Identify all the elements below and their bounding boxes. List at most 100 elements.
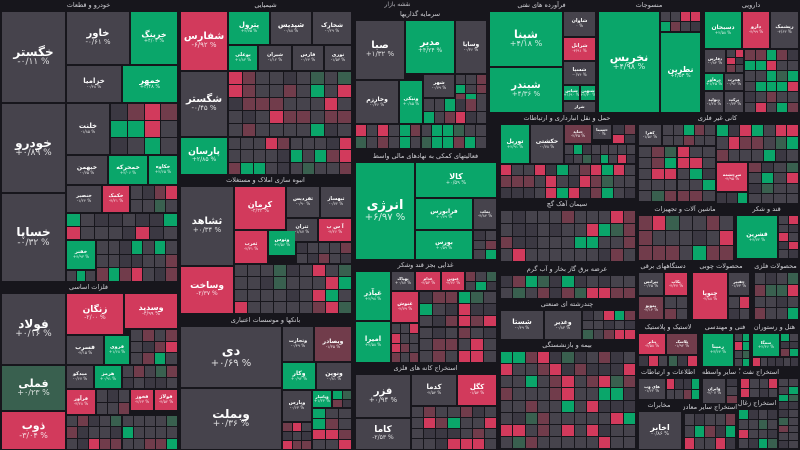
stock-tile[interactable] xyxy=(308,253,318,263)
stock-tile[interactable] xyxy=(775,149,787,161)
stock-tile[interactable] xyxy=(658,356,668,366)
stock-tile[interactable] xyxy=(311,124,324,136)
stock-tile[interactable] xyxy=(164,214,177,226)
stock-tile[interactable] xyxy=(471,339,484,351)
stock-tile[interactable] xyxy=(550,236,562,249)
stock-tile[interactable] xyxy=(623,412,635,424)
stock-tile[interactable] xyxy=(270,124,283,136)
stock-tile[interactable] xyxy=(740,137,752,149)
stock-tile[interactable] xyxy=(574,249,586,261)
stock-tile[interactable] xyxy=(127,104,144,120)
stock-tile[interactable] xyxy=(602,176,613,187)
stock-tile[interactable] xyxy=(777,284,787,296)
stock-tile[interactable] xyxy=(460,428,472,439)
stock-tile[interactable] xyxy=(739,308,749,319)
stock-tile[interactable] xyxy=(779,410,788,417)
stock-tile[interactable] xyxy=(739,419,748,429)
stock-tile[interactable] xyxy=(740,149,752,161)
stock-tile[interactable]: شتهین+۲/۳۰ % xyxy=(581,86,595,100)
stock-tile[interactable] xyxy=(300,301,312,313)
stock-tile[interactable] xyxy=(485,240,496,250)
stock-tile[interactable] xyxy=(690,169,703,179)
stock-tile[interactable] xyxy=(154,341,166,353)
stock-tile[interactable] xyxy=(136,214,150,226)
stock-tile[interactable] xyxy=(786,193,798,203)
stock-tile[interactable] xyxy=(501,276,513,287)
stock-tile[interactable] xyxy=(120,241,131,254)
stock-tile[interactable] xyxy=(613,165,624,176)
stock-tile[interactable] xyxy=(67,438,78,449)
stock-tile[interactable] xyxy=(155,427,166,438)
stock-tile[interactable] xyxy=(290,138,302,150)
stock-tile[interactable] xyxy=(154,186,166,199)
stock-tile[interactable] xyxy=(777,296,787,308)
stock-tile[interactable] xyxy=(292,432,302,440)
stock-tile[interactable] xyxy=(339,265,351,277)
stock-tile[interactable] xyxy=(624,125,635,134)
stock-tile[interactable] xyxy=(748,419,758,429)
stock-tile[interactable] xyxy=(783,358,791,366)
stock-tile[interactable] xyxy=(501,400,513,412)
stock-tile[interactable] xyxy=(755,308,765,319)
stock-tile[interactable] xyxy=(735,342,742,350)
stock-tile[interactable] xyxy=(466,111,476,123)
stock-tile[interactable]: شگستر -۰/۴۵ % xyxy=(181,72,227,136)
stock-tile[interactable] xyxy=(613,187,624,198)
stock-tile[interactable] xyxy=(330,253,340,263)
stock-tile[interactable] xyxy=(639,246,652,260)
stock-tile[interactable] xyxy=(664,147,677,157)
stock-tile[interactable] xyxy=(623,352,635,364)
stock-tile[interactable]: دتولید -۱/۲۸ % xyxy=(705,92,723,112)
stock-tile[interactable] xyxy=(327,150,339,162)
stock-tile[interactable] xyxy=(789,402,798,410)
stock-tile[interactable] xyxy=(788,50,798,60)
stock-tile[interactable] xyxy=(122,438,133,449)
stock-tile[interactable] xyxy=(420,327,432,339)
stock-tile[interactable] xyxy=(392,333,400,343)
stock-tile[interactable] xyxy=(324,98,338,110)
stock-tile[interactable] xyxy=(586,287,599,298)
stock-tile[interactable] xyxy=(790,334,798,341)
stock-tile[interactable] xyxy=(586,436,599,448)
stock-tile[interactable] xyxy=(625,311,635,320)
stock-tile[interactable] xyxy=(338,85,351,97)
stock-tile[interactable] xyxy=(154,241,166,254)
stock-tile[interactable] xyxy=(166,199,177,212)
stock-tile[interactable] xyxy=(745,60,755,70)
stock-tile[interactable] xyxy=(562,436,574,448)
stock-tile[interactable] xyxy=(448,439,460,449)
stock-tile[interactable] xyxy=(235,289,247,301)
stock-tile[interactable] xyxy=(671,22,680,31)
stock-tile[interactable]: غدام -۴/۵۳ % xyxy=(416,272,440,290)
stock-tile[interactable] xyxy=(166,268,177,281)
stock-tile[interactable] xyxy=(229,85,242,97)
stock-tile[interactable] xyxy=(235,265,247,277)
stock-tile[interactable]: ثبهساز -۰/۷۲ % xyxy=(321,187,351,217)
stock-tile[interactable] xyxy=(434,99,444,111)
stock-tile[interactable] xyxy=(774,173,786,183)
stock-tile[interactable]: کالا +۰/۵۹ % xyxy=(416,163,496,197)
stock-tile[interactable] xyxy=(583,330,593,339)
stock-tile[interactable] xyxy=(715,414,725,425)
stock-tile[interactable]: شپاس +۱/۹۰ % xyxy=(564,86,579,100)
stock-tile[interactable] xyxy=(768,358,775,366)
stock-tile[interactable] xyxy=(586,376,599,388)
stock-tile[interactable] xyxy=(562,276,574,287)
stock-tile[interactable]: وخارزم -۰/۳۶ % xyxy=(356,81,398,123)
stock-tile[interactable]: اخابر -۰/۸۶ % xyxy=(639,412,681,449)
stock-tile[interactable] xyxy=(766,71,777,81)
stock-tile[interactable] xyxy=(766,50,777,60)
stock-tile[interactable] xyxy=(600,145,609,154)
stock-tile[interactable] xyxy=(270,98,283,110)
stock-tile[interactable] xyxy=(161,104,177,120)
stock-tile[interactable] xyxy=(297,111,310,123)
stock-tile[interactable] xyxy=(131,341,142,353)
stock-tile[interactable]: زنگان -۲/۰۰ % xyxy=(67,294,123,334)
stock-tile[interactable]: چفیبر -۱/۷۳ % xyxy=(729,273,749,295)
stock-tile[interactable] xyxy=(768,410,777,419)
stock-tile[interactable] xyxy=(593,320,604,330)
stock-tile[interactable] xyxy=(537,412,550,424)
stock-tile[interactable] xyxy=(242,72,256,84)
stock-tile[interactable] xyxy=(485,250,496,259)
stock-tile[interactable] xyxy=(677,147,690,157)
